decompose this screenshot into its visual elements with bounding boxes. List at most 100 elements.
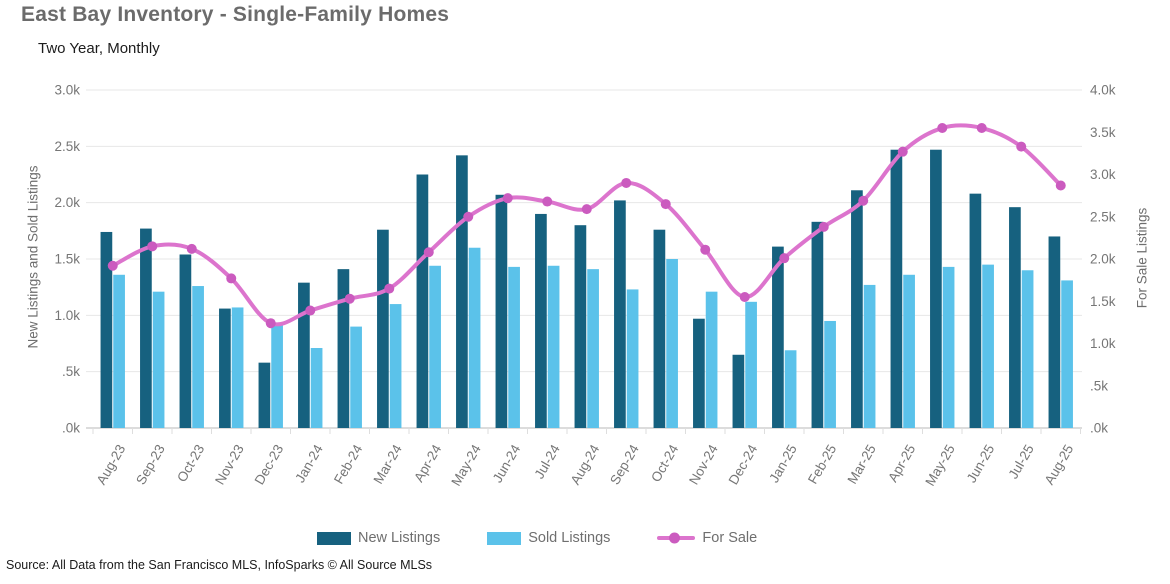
bar-sold-listings (508, 266, 520, 428)
bar-new-listings (337, 269, 350, 428)
x-axis-label: Apr-25 (885, 442, 918, 485)
x-axis-label: Aug-23 (94, 442, 129, 487)
x-axis-label: Dec-23 (252, 442, 287, 487)
x-axis-label: Apr-24 (411, 442, 444, 485)
for-sale-point (107, 260, 118, 271)
x-axis-label: Nov-24 (686, 442, 721, 488)
bar-new-listings (772, 246, 784, 428)
bar-new-listings (179, 254, 192, 428)
for-sale-point (818, 221, 829, 232)
right-axis-tick-label: 2.5k (1090, 209, 1116, 224)
bar-new-listings (298, 282, 310, 428)
bar-new-listings (100, 231, 113, 428)
bar-sold-listings (903, 274, 915, 428)
right-axis-tick-labels: 4.0k 3.5k 3.0k 2.5k 2.0k 1.5k 1.0k .5k .0k (1090, 83, 1116, 436)
for-sale-point (1016, 141, 1027, 152)
legend-item-for-sale: For Sale (657, 530, 757, 546)
for-sale-point (344, 293, 355, 304)
x-axis-label: Aug-24 (568, 442, 603, 488)
right-axis-tick-label: 1.0k (1090, 336, 1116, 351)
x-axis-label: Mar-24 (370, 442, 405, 487)
for-sale-point (305, 305, 316, 316)
new-listings-swatch-icon (317, 531, 351, 545)
x-axis-label: Jul-25 (1005, 442, 1036, 481)
left-axis-tick-label: .0k (62, 421, 80, 436)
legend-label-sold-listings: Sold Listings (528, 530, 611, 546)
x-axis-label: Jun-25 (964, 442, 998, 485)
sold-listings-swatch-icon (487, 531, 522, 545)
right-axis-tick-label: 1.5k (1090, 294, 1116, 309)
bar-new-listings (416, 174, 429, 428)
bar-new-listings (811, 221, 824, 428)
bar-new-listings (969, 193, 982, 428)
bar-sold-listings (350, 326, 362, 428)
left-axis-tick-labels: 3.0k 2.5k 2.0k 1.5k 1.0k .5k .0k (54, 83, 80, 436)
right-axis-tick-label: .5k (1090, 378, 1108, 393)
bar-sold-listings (271, 325, 283, 428)
bar-sold-listings (626, 289, 639, 428)
for-sale-point (937, 123, 948, 134)
left-axis-tick-label: 3.0k (54, 83, 80, 98)
for-sale-dot-icon (669, 532, 681, 544)
bar-new-listings (456, 155, 468, 428)
bar-new-listings (1048, 236, 1061, 428)
bar-new-listings (851, 190, 863, 428)
chart-title: East Bay Inventory - Single-Family Homes (21, 3, 450, 26)
bar-new-listings (495, 194, 508, 428)
right-axis-tick-label: .0k (1090, 421, 1108, 436)
for-sale-point (502, 193, 513, 204)
bar-sold-listings (310, 348, 323, 428)
x-axis-label: May-25 (922, 442, 957, 488)
bar-new-listings (1009, 207, 1021, 428)
for-sale-point (265, 318, 276, 329)
bar-sold-listings (863, 284, 876, 428)
legend-item-new-listings: New Listings (317, 530, 440, 546)
x-axis-label: Jun-24 (490, 442, 524, 486)
for-sale-point (147, 241, 158, 252)
legend-item-sold-listings: Sold Listings (487, 530, 610, 546)
for-sale-point (660, 199, 671, 210)
x-axis-label: Aug-25 (1042, 442, 1077, 487)
right-axis-tick-label: 3.5k (1090, 125, 1116, 140)
left-axis-tick-label: 1.5k (54, 252, 80, 267)
for-sale-point (779, 253, 790, 264)
for-sale-line-icon (657, 532, 696, 544)
right-axis-tick-label: 3.0k (1090, 167, 1116, 182)
new-listings-bars (100, 149, 1061, 429)
chart-subtitle: Two Year, Monthly (38, 40, 160, 57)
bar-sold-listings (784, 350, 797, 428)
for-sale-point (463, 211, 474, 222)
x-axis-label: Sep-24 (607, 442, 642, 488)
bar-sold-listings (666, 259, 678, 428)
bar-new-listings (377, 229, 389, 428)
bar-sold-listings (389, 304, 402, 428)
bar-sold-listings (705, 291, 718, 428)
bar-sold-listings (745, 301, 757, 428)
for-sale-point (739, 292, 750, 303)
for-sale-point (542, 196, 553, 207)
for-sale-point (423, 247, 434, 258)
bar-new-listings (614, 200, 626, 428)
bar-sold-listings (942, 266, 955, 428)
left-axis-tick-label: .5k (62, 364, 80, 379)
left-axis-tick-label: 1.0k (54, 308, 80, 323)
bar-sold-listings (1021, 270, 1034, 428)
bar-sold-listings (547, 265, 560, 428)
bar-new-listings (653, 229, 666, 428)
sold-listings-bars (113, 247, 1073, 428)
bar-sold-listings (231, 307, 244, 428)
x-axis-label: Feb-24 (331, 442, 366, 487)
for-sale-point (186, 243, 197, 254)
bar-sold-listings (152, 291, 165, 428)
bar-sold-listings (468, 247, 481, 428)
x-axis-label: Nov-23 (212, 442, 247, 487)
bar-new-listings (574, 225, 587, 428)
bar-sold-listings (587, 269, 599, 428)
x-axis-label: Oct-23 (174, 442, 207, 485)
bar-new-listings (219, 308, 231, 428)
for-sale-point (976, 123, 987, 134)
x-axis-labels: Aug-23 Sep-23 Oct-23 Nov-23 Dec-23 Jan-24 Feb-… (94, 442, 1077, 489)
bar-new-listings (258, 362, 271, 428)
for-sale-point (581, 204, 592, 215)
bar-new-listings (930, 149, 942, 429)
